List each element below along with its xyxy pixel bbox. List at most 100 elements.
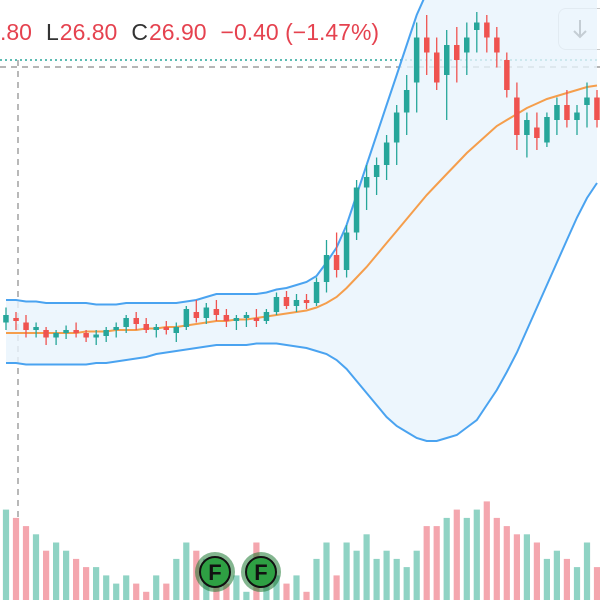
candle	[243, 312, 250, 327]
open-value: .80	[0, 18, 32, 45]
candle	[33, 322, 39, 338]
candle	[153, 324, 159, 338]
candle	[574, 105, 580, 135]
candle	[413, 22, 420, 113]
candle-body	[313, 282, 320, 303]
volume-bar	[73, 558, 80, 600]
candle	[484, 15, 490, 53]
volume-bar	[63, 550, 70, 600]
candle	[3, 307, 9, 330]
candle-body	[13, 318, 19, 321]
volume-bar	[123, 575, 130, 600]
volume-bar	[113, 583, 120, 600]
volume-bar	[553, 550, 560, 600]
volume-bar	[153, 575, 160, 600]
volume-bar	[413, 550, 420, 600]
volume-bar	[83, 567, 90, 600]
candle-body	[113, 327, 119, 330]
candle	[13, 312, 19, 330]
volume-bar	[333, 575, 340, 600]
candle	[564, 90, 570, 128]
candle-body	[514, 97, 520, 135]
candle	[514, 82, 520, 150]
volume-bar	[343, 542, 350, 600]
candle	[123, 315, 129, 333]
volume-bar	[143, 591, 150, 600]
candle-body	[393, 112, 400, 143]
candle-body	[444, 45, 450, 75]
candle-body	[203, 307, 210, 318]
candle	[393, 105, 400, 165]
volume-bar	[523, 534, 530, 600]
candle-body	[323, 255, 330, 282]
volume-bar	[463, 517, 470, 600]
ohlc-legend: .80 L 26.80 C 26.90 −0.40 (−1.47%)	[0, 15, 379, 49]
volume-bar	[453, 509, 460, 600]
close-label: C	[131, 18, 148, 45]
volume-bar	[483, 501, 490, 600]
candle	[403, 75, 410, 135]
candle-body	[223, 315, 230, 321]
volume-bar	[423, 526, 430, 600]
candle-body	[504, 60, 510, 90]
event-marker[interactable]: F	[241, 552, 281, 592]
candle	[594, 90, 600, 128]
volume-bar	[163, 583, 170, 600]
candle-body	[253, 318, 260, 321]
candle	[534, 112, 540, 150]
volume-bar	[353, 550, 360, 600]
candle	[73, 322, 79, 338]
event-marker-circle	[245, 556, 277, 588]
candle-body	[63, 330, 69, 333]
volume-bar	[373, 558, 380, 600]
candle-body	[373, 165, 380, 177]
volume-bar	[183, 542, 190, 600]
candle-body	[73, 330, 79, 333]
candle	[143, 318, 149, 333]
candle-body	[143, 324, 149, 330]
candle-body	[193, 312, 200, 318]
volume-bar	[223, 583, 230, 600]
candle-body	[123, 318, 129, 327]
volume-bar	[503, 526, 510, 600]
event-marker[interactable]: F	[195, 552, 235, 592]
candle	[373, 157, 380, 195]
volume-bar	[323, 542, 330, 600]
volume-bar	[243, 591, 250, 600]
event-marker-label: F	[208, 560, 221, 585]
volume-bar	[543, 558, 550, 600]
event-marker-label: F	[254, 560, 267, 585]
candle-body	[424, 37, 430, 53]
volume-bar	[383, 550, 390, 600]
candle	[83, 330, 89, 342]
candle-body	[23, 322, 29, 330]
candle-body	[434, 52, 440, 83]
volume-bar	[53, 542, 60, 600]
candle	[434, 37, 440, 90]
volume-bar	[443, 517, 450, 600]
candle-body	[544, 117, 550, 143]
candle-body	[233, 318, 240, 321]
candle-body	[594, 97, 600, 120]
volume-bar	[393, 558, 400, 600]
candle	[323, 240, 330, 293]
candle-body	[53, 333, 59, 338]
volume-bar	[363, 534, 370, 600]
volume-bar	[583, 542, 591, 600]
volume-bar	[2, 509, 10, 600]
volume-bar	[403, 567, 410, 600]
event-marker-circle	[199, 556, 231, 588]
candle	[113, 322, 119, 338]
candle	[584, 82, 590, 128]
bollinger-upper-line	[6, 0, 425, 306]
candle-body	[183, 309, 190, 327]
volume-bar	[103, 575, 110, 600]
volume-bar	[12, 517, 20, 600]
low-value: 26.80	[59, 18, 118, 45]
low-label: L	[45, 18, 59, 45]
candle-body	[534, 127, 540, 138]
volume-bar	[573, 567, 581, 600]
candle	[283, 291, 290, 309]
bollinger-lower-line	[6, 182, 598, 442]
